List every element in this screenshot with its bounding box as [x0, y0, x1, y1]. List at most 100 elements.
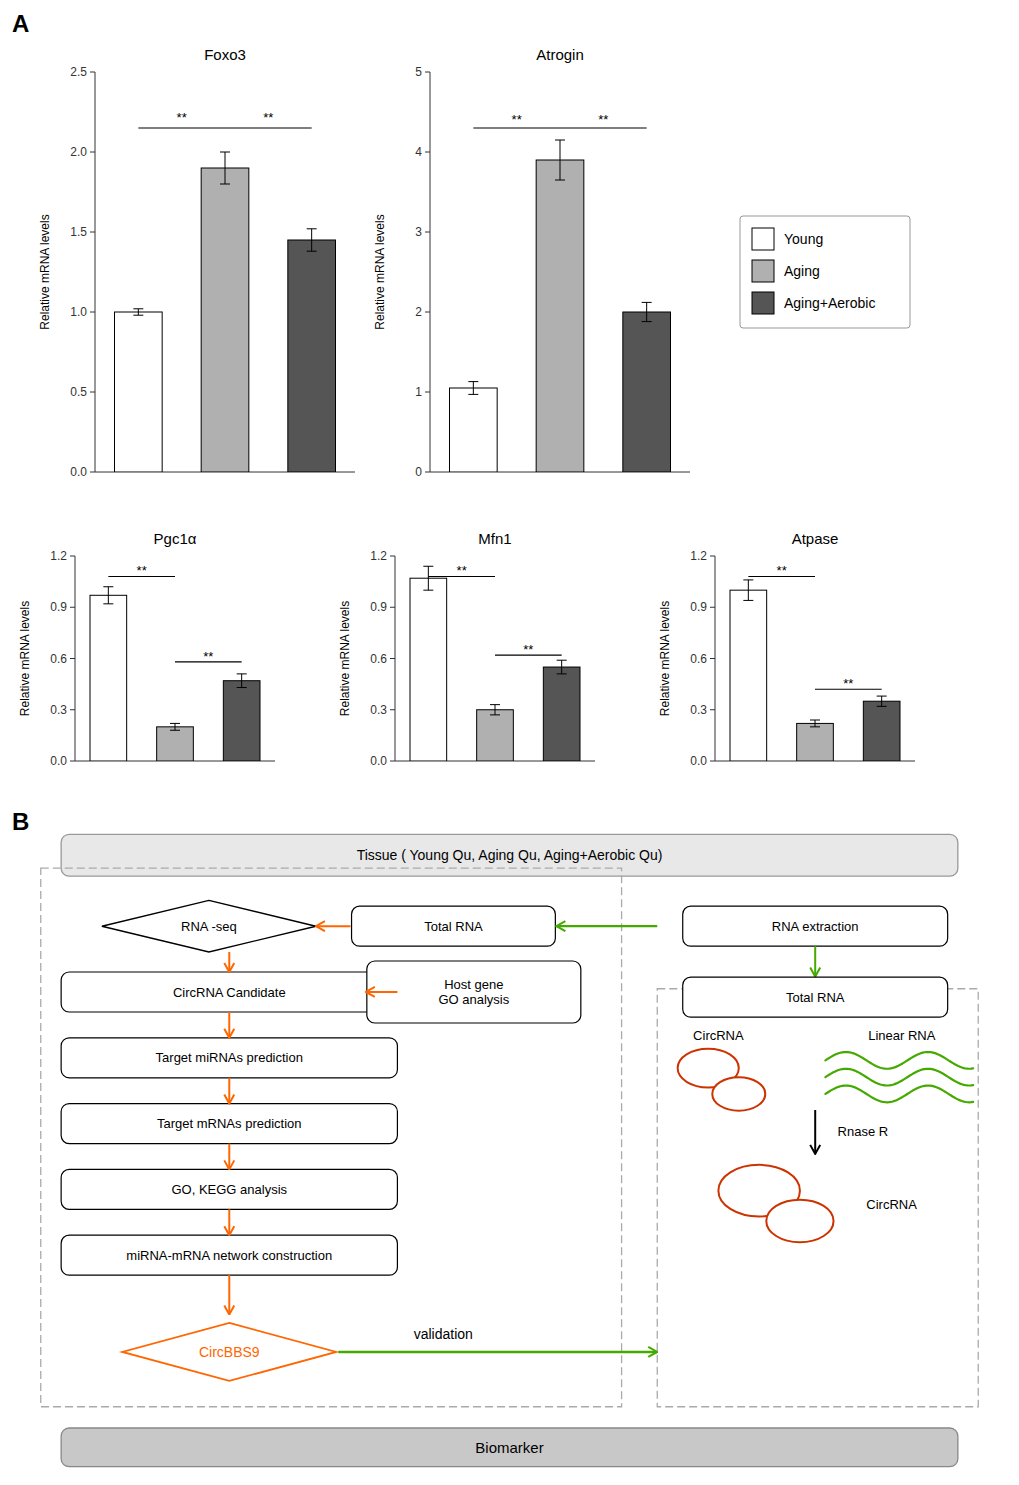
label-line: Tissue ( Young Qu, Aging Qu, Aging+Aerob… — [357, 847, 663, 863]
y-tick-label: 2 — [415, 305, 422, 319]
plot-marks — [115, 152, 336, 472]
error-cap — [423, 566, 433, 567]
circrna-icon — [766, 1200, 833, 1243]
error-line — [815, 720, 816, 727]
y-axis — [75, 556, 76, 761]
flow-box — [683, 906, 948, 946]
y-tick — [90, 72, 95, 73]
y-tick-label: 1.2 — [50, 549, 67, 563]
y-tick — [390, 556, 395, 557]
significance-line — [138, 127, 225, 128]
y-tick-label: 1 — [415, 385, 422, 399]
chart-title: Foxo3 — [204, 46, 246, 63]
y-tick-label: 0.3 — [370, 703, 387, 717]
y-tick — [70, 761, 75, 762]
legend-swatch — [752, 228, 774, 250]
flow-arrow — [316, 925, 351, 927]
y-tick — [70, 658, 75, 659]
flow-arrow — [228, 952, 230, 972]
y-tick-label: 1.2 — [370, 549, 387, 563]
diagram-label: Tissue ( Young Qu, Aging Qu, Aging+Aerob… — [357, 847, 663, 863]
y-tick-label: 0.0 — [50, 754, 67, 768]
error-bar — [490, 705, 500, 715]
y-tick — [390, 658, 395, 659]
y-tick-label: 4 — [415, 145, 422, 159]
significance-line — [225, 127, 312, 128]
error-cap — [557, 660, 567, 661]
flow-arrow — [228, 1078, 230, 1104]
label-line: CircRNA — [866, 1197, 917, 1212]
significance-label: ** — [843, 676, 853, 691]
linear-rna-icon — [825, 1052, 973, 1069]
error-cap — [133, 308, 143, 309]
error-bar — [468, 382, 478, 395]
plot-marks — [90, 587, 260, 761]
significance-label: ** — [137, 563, 147, 578]
error-line — [428, 566, 429, 590]
error-bar — [133, 309, 143, 315]
bar — [543, 667, 580, 761]
error-cap — [642, 302, 652, 303]
bar-chart: Atrogin012345Relative mRNA levels**** — [373, 46, 690, 479]
label-line: Target miRNAs prediction — [156, 1050, 303, 1065]
label-line: Rnase R — [838, 1124, 889, 1139]
legend-label: Aging — [784, 263, 820, 279]
diagram-label: CircRNA — [866, 1197, 917, 1212]
label-line: miRNA-mRNA network construction — [126, 1248, 332, 1263]
flow-arrow — [228, 1275, 230, 1314]
y-tick-label: 0.6 — [370, 652, 387, 666]
tissue-box — [61, 834, 958, 876]
error-cap — [877, 706, 887, 707]
y-tick-label: 5 — [415, 65, 422, 79]
error-line — [311, 229, 312, 251]
bar — [863, 701, 900, 761]
diagram-label: Biomarker — [475, 1439, 543, 1456]
flow-arrow — [228, 1144, 230, 1170]
y-tick — [390, 709, 395, 710]
flow-arrow — [338, 1351, 657, 1354]
chart-title: Pgc1α — [154, 530, 197, 547]
error-bar — [743, 580, 753, 601]
error-cap — [743, 600, 753, 601]
y-tick — [425, 392, 430, 393]
dashed-panel — [41, 868, 622, 1407]
error-cap — [810, 726, 820, 727]
error-line — [881, 696, 882, 706]
y-tick — [90, 392, 95, 393]
error-cap — [307, 251, 317, 252]
y-tick — [425, 232, 430, 233]
y-tick-label: 0.9 — [690, 600, 707, 614]
y-axis-label: Relative mRNA levels — [18, 601, 32, 716]
error-cap — [555, 140, 565, 141]
y-tick-label: 0.0 — [690, 754, 707, 768]
diagram-label: Target mRNAs prediction — [157, 1116, 302, 1131]
flow-box — [61, 1235, 397, 1275]
y-tick-label: 0.9 — [370, 600, 387, 614]
y-tick — [70, 607, 75, 608]
bar — [115, 312, 163, 472]
diagram-label: Target miRNAs prediction — [156, 1050, 303, 1065]
flow-box — [352, 906, 556, 946]
y-tick-label: 1.0 — [70, 305, 87, 319]
error-bar — [220, 152, 230, 184]
error-cap — [170, 723, 180, 724]
error-line — [225, 152, 226, 184]
y-axis — [430, 72, 431, 472]
label-line: CircRNA Candidate — [173, 985, 286, 1000]
legend-swatch — [752, 260, 774, 282]
dashed-panel — [657, 989, 978, 1407]
flow-diamond — [122, 1323, 336, 1381]
legend-label: Young — [784, 231, 823, 247]
significance-label: ** — [777, 563, 787, 578]
label-line: RNA extraction — [772, 919, 859, 934]
error-bar — [307, 229, 317, 251]
error-bar — [877, 696, 887, 706]
error-cap — [133, 315, 143, 316]
error-bar — [170, 723, 180, 730]
panel-label: A — [12, 10, 29, 37]
diagram-label: RNA extraction — [772, 919, 859, 934]
error-line — [561, 660, 562, 674]
y-tick — [425, 312, 430, 313]
y-axis-label: Relative mRNA levels — [338, 601, 352, 716]
error-cap — [810, 720, 820, 721]
